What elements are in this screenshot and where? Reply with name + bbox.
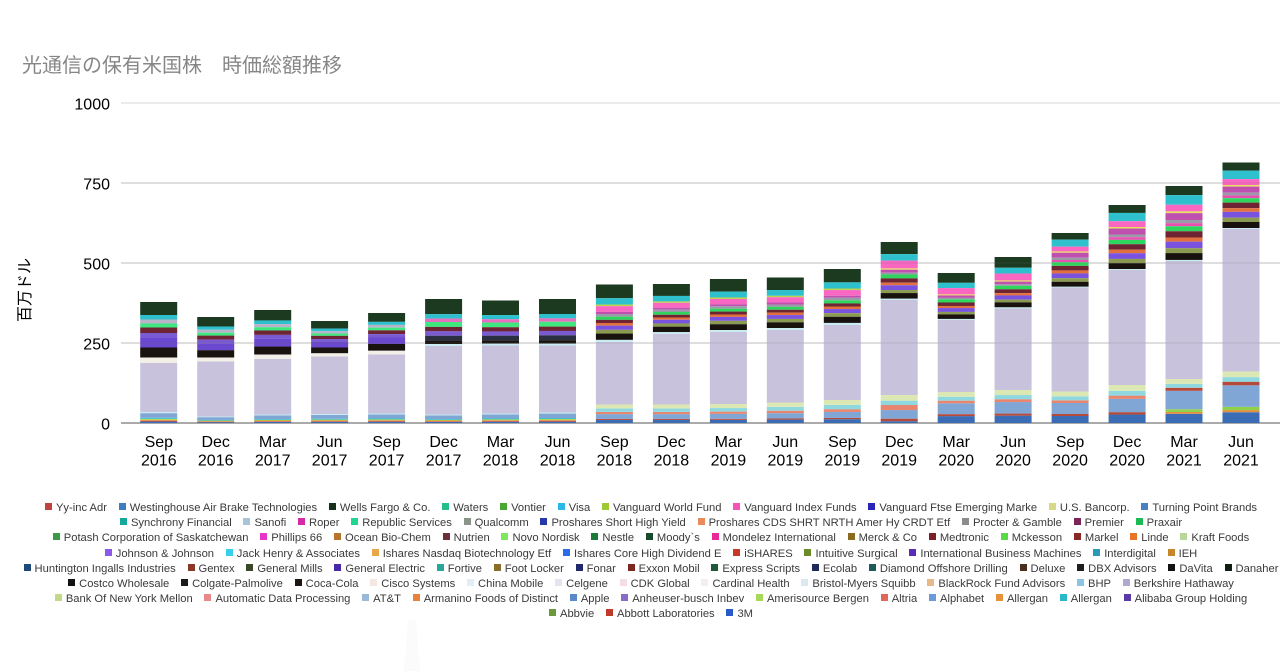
svg-text:2021: 2021	[1166, 453, 1202, 470]
svg-text:2020: 2020	[1052, 453, 1088, 470]
svg-text:Mar: Mar	[487, 434, 515, 451]
svg-text:2021: 2021	[1223, 453, 1259, 470]
svg-text:Dec: Dec	[429, 434, 457, 451]
svg-text:Mar: Mar	[715, 434, 743, 451]
svg-text:2020: 2020	[995, 453, 1031, 470]
svg-text:500: 500	[83, 257, 110, 274]
svg-text:2019: 2019	[825, 453, 861, 470]
svg-text:Jun: Jun	[1000, 434, 1026, 451]
svg-text:Mar: Mar	[259, 434, 287, 451]
svg-text:Jun: Jun	[545, 434, 571, 451]
svg-text:Sep: Sep	[145, 434, 174, 451]
svg-text:2019: 2019	[881, 453, 917, 470]
svg-text:2018: 2018	[597, 453, 633, 470]
svg-text:0: 0	[101, 417, 110, 434]
svg-text:Jun: Jun	[317, 434, 343, 451]
svg-text:2019: 2019	[711, 453, 747, 470]
svg-text:Dec: Dec	[885, 434, 913, 451]
svg-text:2017: 2017	[255, 453, 291, 470]
svg-text:Dec: Dec	[1113, 434, 1141, 451]
svg-text:Sep: Sep	[600, 434, 629, 451]
svg-text:2018: 2018	[540, 453, 576, 470]
svg-text:750: 750	[83, 177, 110, 194]
svg-text:2016: 2016	[141, 453, 177, 470]
svg-text:2018: 2018	[483, 453, 519, 470]
svg-text:2017: 2017	[369, 453, 405, 470]
svg-text:2016: 2016	[198, 453, 234, 470]
svg-text:2017: 2017	[312, 453, 348, 470]
svg-text:Jun: Jun	[772, 434, 798, 451]
svg-text:Sep: Sep	[828, 434, 857, 451]
svg-text:百万ドル: 百万ドル	[17, 258, 34, 322]
svg-text:Jun: Jun	[1228, 434, 1254, 451]
svg-text:2018: 2018	[654, 453, 690, 470]
svg-text:250: 250	[83, 337, 110, 354]
svg-text:2020: 2020	[1109, 453, 1145, 470]
svg-text:Sep: Sep	[372, 434, 401, 451]
svg-text:1000: 1000	[74, 97, 110, 114]
svg-text:Mar: Mar	[942, 434, 970, 451]
svg-text:2019: 2019	[768, 453, 804, 470]
svg-text:Dec: Dec	[657, 434, 685, 451]
svg-text:2017: 2017	[426, 453, 462, 470]
svg-text:Mar: Mar	[1170, 434, 1198, 451]
svg-text:Sep: Sep	[1056, 434, 1085, 451]
svg-text:2020: 2020	[938, 453, 974, 470]
svg-text:Dec: Dec	[201, 434, 229, 451]
